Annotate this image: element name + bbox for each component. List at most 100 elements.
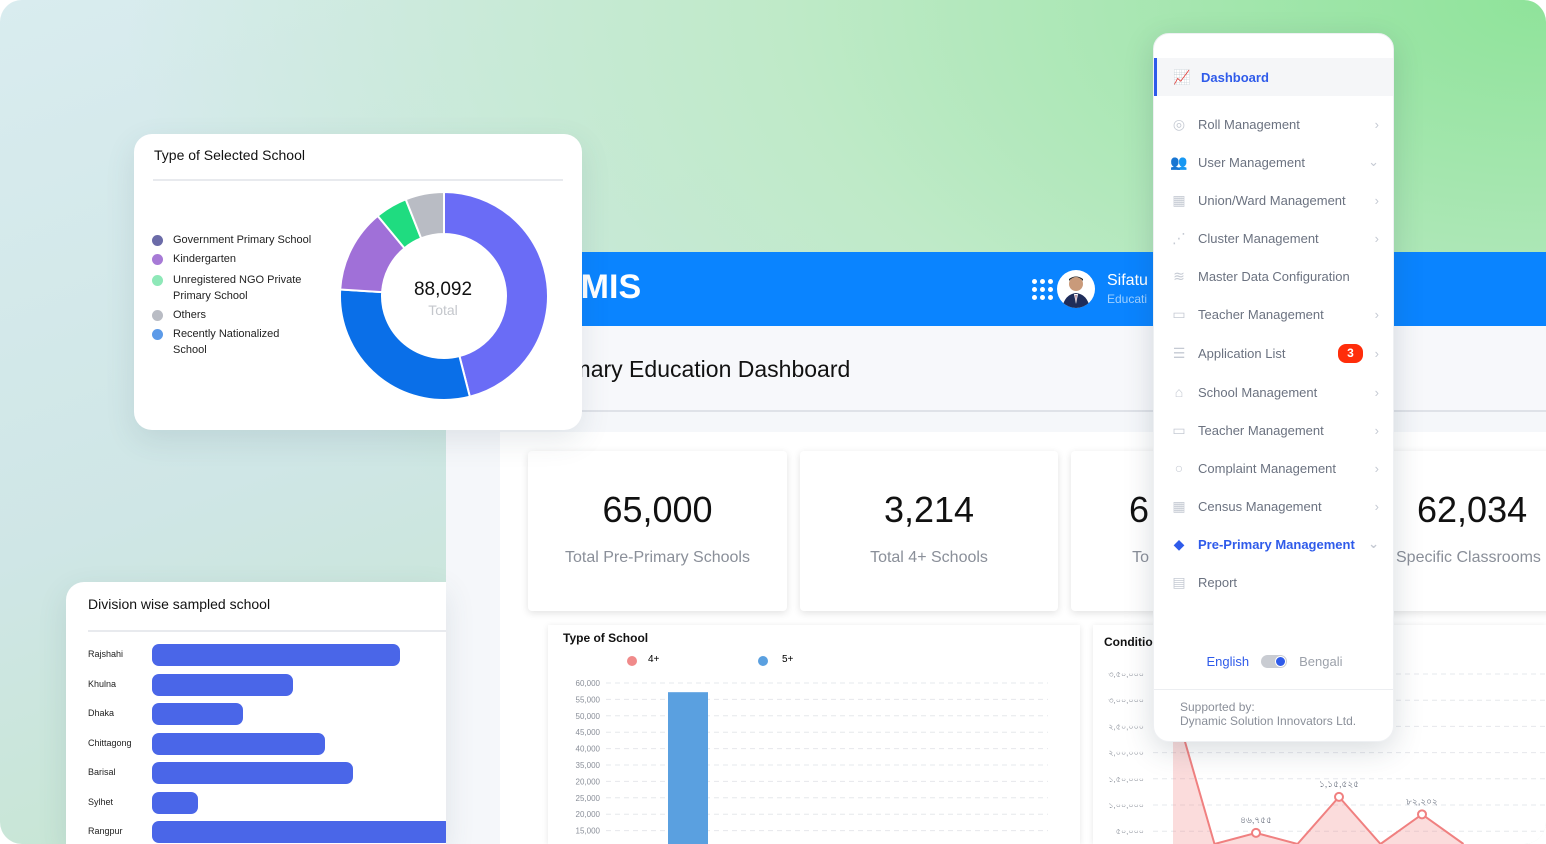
sidebar-menu: 📈 Dashboard ◎ Roll Management › 👥 User Managem… [1153,33,1394,742]
sidebar-item-label: Pre-Primary Management [1198,536,1355,552]
bar-label: Chittagong [88,737,132,748]
chevron-right-icon[interactable]: › [1374,498,1379,514]
sidebar-item-teacher-management[interactable]: ▭ Teacher Management › [1154,295,1393,333]
y-tick-label: 15,000 [576,827,601,836]
data-label: ৪৬,৭৫৫ [1240,815,1272,825]
sidebar-item-label: User Management [1198,154,1305,170]
chevron-right-icon[interactable]: › [1374,116,1379,132]
award-icon: ◎ [1172,115,1186,132]
y-tick-label: ৩,৫০,০০০ [1108,670,1144,679]
notification-badge: 3 [1338,343,1363,363]
bar [152,762,353,784]
sidebar-item-pre-primary-management[interactable]: ◆ Pre-Primary Management ⌄ [1154,525,1393,563]
sidebar-item-label: Teacher Management [1198,422,1324,438]
chevron-down-icon[interactable]: ⌄ [1368,536,1379,551]
y-tick-label: 20,000 [576,810,601,819]
cluster-icon: ⋰ [1172,229,1186,246]
legend-item[interactable]: Kindergarten [152,251,323,267]
legend-label: Recently Nationalized School [173,328,280,356]
list-icon: ☰ [1172,344,1186,361]
lang-english[interactable]: English [1206,654,1250,669]
chevron-right-icon[interactable]: › [1374,306,1379,322]
chevron-right-icon[interactable]: › [1374,230,1379,246]
sidebar-item-label: Roll Management [1198,116,1300,132]
sidebar-item-label: Union/Ward Management [1198,192,1346,208]
stat-label: Specific Classrooms [1396,549,1541,566]
legend-item[interactable]: Unregistered NGO Private Primary School [152,272,303,304]
chevron-right-icon[interactable]: › [1374,460,1379,476]
legend-dot [152,329,163,340]
donut-slice [443,190,549,398]
sidebar-item-cluster-management[interactable]: ⋰ Cluster Management › [1154,219,1393,257]
school-icon: ⌂ [1174,384,1184,400]
stat-label: Total Pre-Primary Schools [565,549,750,566]
division-wise-card: Division wise sampled school Rajshahi Khu… [66,582,446,844]
legend-label-5plus[interactable]: 5+ [782,654,794,665]
sidebar-item-label: Dashboard [1201,69,1269,85]
sidebar-item-roll-management[interactable]: ◎ Roll Management › [1154,105,1393,143]
donut-total-label: Total [428,302,458,318]
sidebar-item-complaint-management[interactable]: ○ Complaint Management › [1154,449,1393,487]
database-icon: ≋ [1173,267,1185,284]
chevron-right-icon[interactable]: › [1374,422,1379,438]
data-point [1334,791,1344,802]
user-avatar[interactable] [1057,270,1095,308]
sidebar-item-label: Master Data Configuration [1198,268,1350,284]
sidebar-item-application-list[interactable]: ☰ Application List 3 › [1154,334,1393,372]
shapes-icon: ◆ [1173,535,1185,552]
donut-chart [339,190,549,401]
stat-value: 62,034 [1417,489,1528,530]
legend-item[interactable]: Government Primary School [152,232,338,248]
chevron-down-icon[interactable]: ⌄ [1368,154,1379,169]
grid-people-icon: ▦ [1172,191,1186,208]
sidebar-item-census-management[interactable]: ▦ Census Management › [1154,487,1393,525]
type-of-selected-school-card: Type of Selected School Government Prima… [134,134,582,430]
legend-item[interactable]: Recently Nationalized School [152,326,303,358]
language-switch: English Bengali [1154,654,1393,669]
chat-icon: ○ [1174,460,1184,476]
lang-bengali[interactable]: Bengali [1299,654,1343,669]
stat-card-4plus: 3,214 Total 4+ Schools [800,451,1058,611]
sidebar-item-master-data-configuration[interactable]: ≋ Master Data Configuration [1154,257,1393,295]
bar [152,644,400,666]
teacher-icon: ▭ [1172,421,1186,438]
y-tick-label: 20,000 [576,777,601,786]
bar [152,791,198,814]
sidebar-item-union-ward-management[interactable]: ▦ Union/Ward Management › [1154,181,1393,219]
stat-label: To [1132,549,1149,566]
legend-dot-5plus [758,656,768,666]
y-tick-label: ২,৫০,০০০ [1108,722,1144,731]
sidebar-item-label: Complaint Management [1198,460,1337,476]
sidebar-item-user-management[interactable]: 👥 User Management ⌄ [1154,143,1393,181]
legend-item[interactable]: Others [152,307,323,323]
bar [152,673,293,696]
sidebar-item-teacher-management[interactable]: ▭ Teacher Management › [1154,411,1393,449]
apps-grid-icon[interactable] [1032,279,1054,301]
bar-label: Rangpur [88,826,123,836]
legend-label: Others [173,309,207,321]
language-toggle[interactable] [1261,655,1288,668]
y-tick-label: ১,০০,০০০ [1108,801,1144,810]
legend-label-4plus[interactable]: 4+ [648,654,660,665]
sidebar-item-label: Report [1198,574,1238,590]
sidebar-item-report[interactable]: ▤ Report [1154,563,1393,601]
sidebar-item-school-management[interactable]: ⌂ School Management › [1154,373,1393,411]
type-of-school-plot: 60,000 55,000 50,000 45,000 40,000 35,000 20,0… [576,679,1048,844]
bar-label: Khulna [88,678,117,689]
legend-dot [152,275,163,286]
support-org: Dynamic Solution Innovators Ltd. [1180,714,1357,728]
chevron-right-icon[interactable]: › [1374,345,1379,361]
bar-label: Barisal [88,767,116,777]
y-tick-label: ৩,০০,০০০ [1108,696,1144,705]
y-tick-label: ২,০০,০০০ [1108,749,1144,758]
chevron-right-icon[interactable]: › [1374,384,1379,400]
sidebar-item-dashboard[interactable]: 📈 Dashboard [1154,58,1393,96]
support-label: Supported by: [1180,700,1255,714]
divider [153,179,563,181]
y-tick-label: 35,000 [576,761,601,770]
stat-value: 6 [1128,489,1149,530]
card-title: Division wise sampled school [88,596,271,612]
legend-dot [152,254,163,265]
chevron-right-icon[interactable]: › [1374,192,1379,208]
series-line [1172,699,1465,844]
